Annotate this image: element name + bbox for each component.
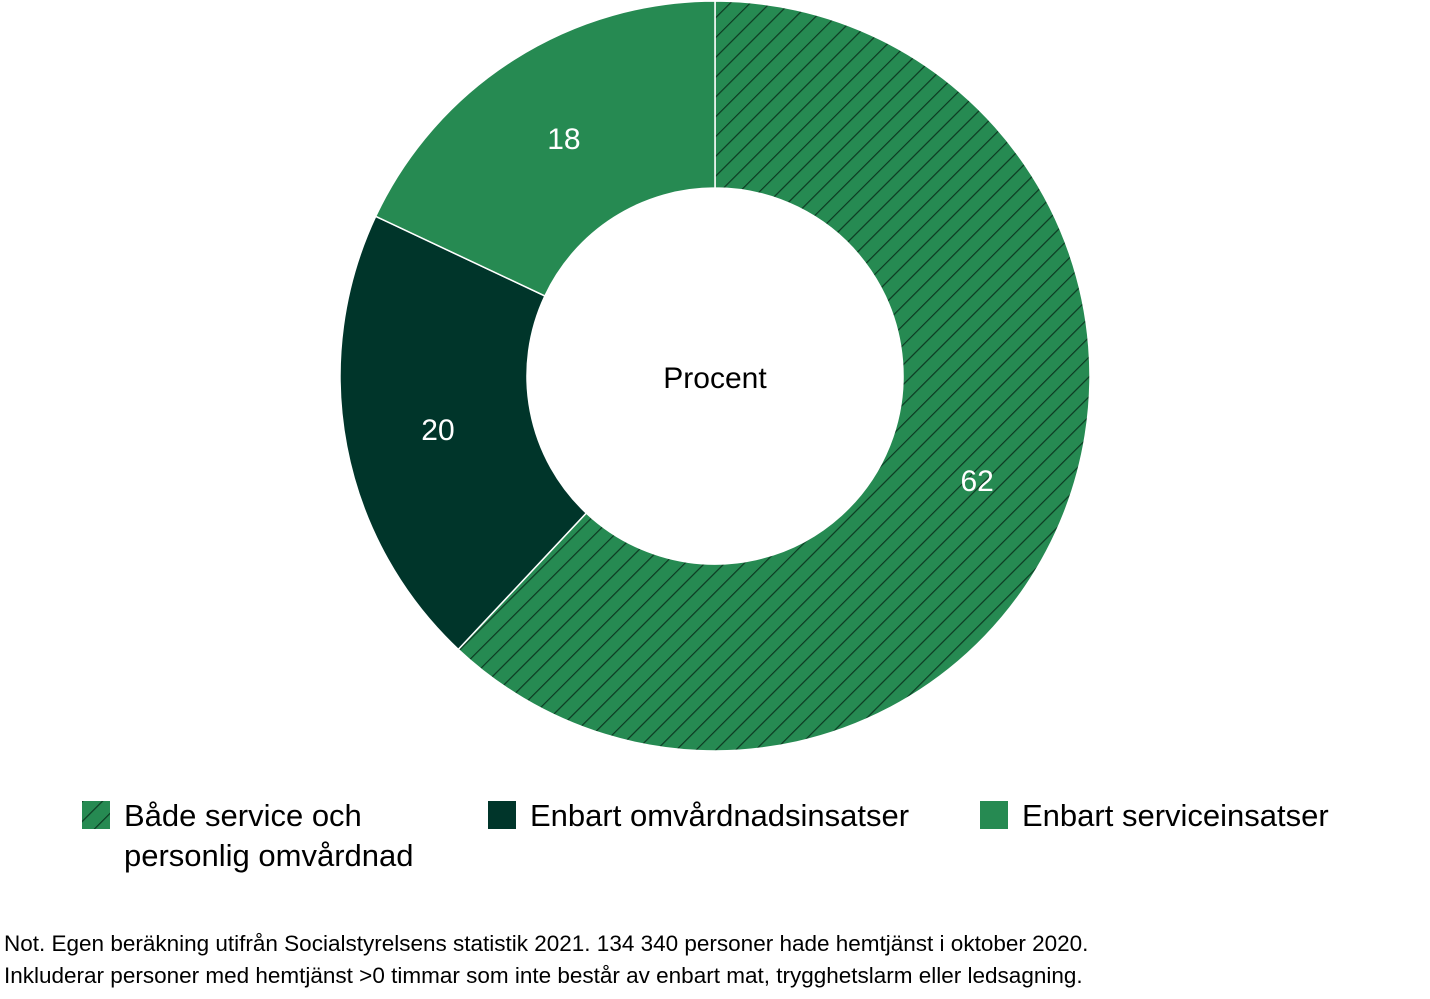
slice-value-label-2: 18 <box>547 123 580 156</box>
legend-label: Enbart serviceinsatser <box>1022 798 1329 833</box>
legend: Både service och personlig omvårdnad Enb… <box>0 796 1430 876</box>
center-label: Procent <box>663 362 767 395</box>
legend-label: Enbart omvårdnadsinsatser <box>530 798 910 833</box>
legend-swatch-hatched <box>82 801 110 829</box>
legend-swatch-green <box>980 801 1008 829</box>
donut-slice-1 <box>339 215 588 651</box>
legend-swatch-dark <box>488 801 516 829</box>
legend-item-enbart-omvardnad: Enbart omvårdnadsinsatser <box>488 796 909 836</box>
legend-item-enbart-service: Enbart serviceinsatser <box>980 796 1329 836</box>
chart-note: Not. Egen beräkning utifrån Socialstyrel… <box>4 928 1424 992</box>
note-line-2: Inkluderar personer med hemtjänst >0 tim… <box>4 963 1083 988</box>
donut-chart: 62 20 18 Procent <box>339 0 1091 752</box>
donut-slice-0 <box>457 0 1091 752</box>
donut-slice-2 <box>374 0 716 297</box>
slice-value-label-1: 20 <box>421 414 454 447</box>
note-line-1: Not. Egen beräkning utifrån Socialstyrel… <box>4 931 1089 956</box>
slice-value-label-0: 62 <box>961 465 994 498</box>
legend-label: Både service och personlig omvårdnad <box>124 798 414 873</box>
legend-item-bade-service: Både service och personlig omvårdnad <box>82 796 414 876</box>
